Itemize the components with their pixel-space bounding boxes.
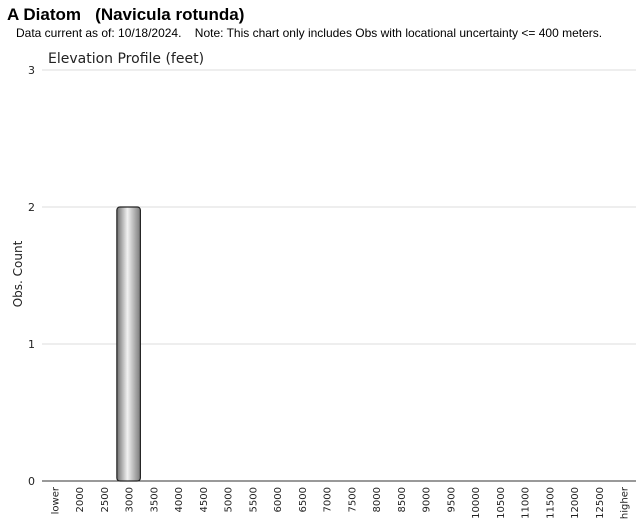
x-tick-label: 12000 — [570, 487, 581, 519]
x-tick-label: 4500 — [199, 487, 210, 512]
chart-title: Elevation Profile (feet) — [48, 51, 204, 67]
x-tick-label: 4000 — [174, 487, 185, 512]
x-tick-label: higher — [620, 486, 631, 519]
grid-lines — [42, 69, 636, 482]
x-tick-label: 8000 — [372, 487, 383, 512]
y-tick-label: 2 — [28, 201, 35, 214]
y-tick-label: 1 — [28, 338, 35, 351]
x-tick-label: 9000 — [422, 487, 433, 512]
tick-labels: 0 1 2 3 lower 2000 2500 3000 3500 4000 4500 5000 550… — [28, 64, 631, 519]
x-tick-label: 2500 — [100, 487, 111, 512]
x-tick-label: 11000 — [521, 487, 532, 519]
page-title: A Diatom (Navicula rotunda) — [7, 5, 245, 24]
data-note: Data current as of: 10/18/2024. Note: Th… — [16, 26, 603, 40]
x-tick-label: 10000 — [471, 487, 482, 519]
x-tick-label: 7000 — [323, 487, 334, 512]
y-axis-label: Obs. Count — [11, 240, 25, 307]
bars — [116, 206, 141, 482]
x-tick-label: 9500 — [446, 487, 457, 512]
y-tick-label: 3 — [28, 64, 35, 77]
x-tick-label: 7500 — [347, 487, 358, 512]
x-tick-label: 8500 — [397, 487, 408, 512]
x-tick-label: 12500 — [595, 487, 606, 519]
bar-3000[interactable] — [116, 206, 141, 482]
x-tick-label: 5000 — [224, 487, 235, 512]
x-tick-label: 6000 — [273, 487, 284, 512]
x-tick-label: lower — [50, 486, 61, 514]
x-tick-label: 11500 — [545, 487, 556, 519]
x-tick-label: 5500 — [248, 487, 259, 512]
y-tick-label: 0 — [28, 475, 35, 488]
x-tick-label: 6500 — [298, 487, 309, 512]
x-tick-label: 10500 — [496, 487, 507, 519]
x-tick-label: 3000 — [125, 487, 136, 512]
x-tick-label: 2000 — [75, 487, 86, 512]
x-tick-label: 3500 — [149, 487, 160, 512]
